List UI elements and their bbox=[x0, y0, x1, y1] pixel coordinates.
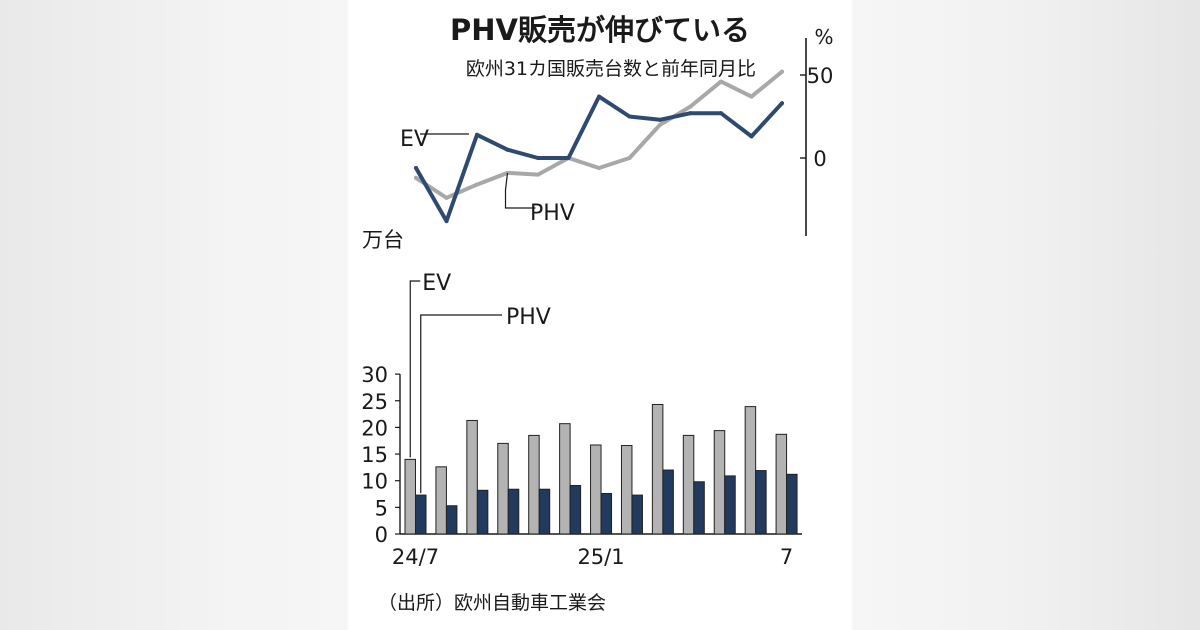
bar-x-tick-label: 25/1 bbox=[577, 545, 624, 569]
bar-ev bbox=[713, 430, 726, 535]
line-point-phv bbox=[536, 156, 540, 160]
line-point-phv bbox=[475, 132, 479, 137]
bar-ev bbox=[497, 442, 509, 535]
bar-phv bbox=[631, 494, 643, 535]
bar-y-unit: 万台 bbox=[362, 228, 404, 252]
line-point-ev bbox=[597, 165, 601, 170]
bar-ev bbox=[744, 406, 757, 535]
line-point-ev bbox=[749, 94, 754, 99]
bar-phv bbox=[755, 470, 767, 535]
bar-ev bbox=[682, 434, 695, 535]
line-point-phv bbox=[414, 165, 418, 170]
bar-phv bbox=[724, 475, 736, 535]
bar-ev bbox=[435, 466, 447, 535]
bar-phv bbox=[507, 488, 520, 535]
bar-ev bbox=[590, 444, 602, 535]
line-point-ev bbox=[475, 182, 479, 187]
bar-phv bbox=[600, 492, 613, 535]
line-point-ev bbox=[444, 195, 449, 200]
source-note: （出所）欧州自動車工業会 bbox=[378, 592, 606, 614]
line-point-phv bbox=[597, 94, 601, 99]
bar-y-tick-label: 25 bbox=[361, 390, 388, 414]
line-point-ev bbox=[536, 172, 540, 177]
bar-ev bbox=[775, 433, 788, 535]
bar-phv bbox=[569, 484, 582, 535]
bar-phv-leader bbox=[420, 314, 502, 494]
bar-ev bbox=[466, 419, 478, 535]
chart-panel: PHV販売が伸びている 欧州31カ国販売台数と前年同月比 % 万台 （出所）欧州… bbox=[348, 0, 852, 630]
line-legend-ev: EV bbox=[400, 127, 429, 152]
line-point-ev bbox=[627, 156, 632, 160]
line-point-ev bbox=[688, 104, 693, 109]
line-point-ev bbox=[658, 122, 662, 127]
line-legend-phv: PHV bbox=[530, 201, 575, 226]
line-point-phv bbox=[719, 111, 723, 116]
line-point-phv bbox=[627, 114, 632, 119]
line-point-ev bbox=[780, 69, 784, 74]
bar-y-tick-label: 0 bbox=[375, 523, 388, 547]
line-y-unit: % bbox=[814, 25, 833, 49]
line-point-phv bbox=[688, 111, 693, 116]
line-series-ev bbox=[414, 69, 784, 200]
bar-y-tick-label: 30 bbox=[361, 363, 388, 387]
bar-x-tick-label: 24/7 bbox=[392, 545, 439, 569]
line-point-phv bbox=[749, 134, 754, 139]
line-point-phv bbox=[658, 117, 662, 122]
bar-ev bbox=[528, 434, 540, 535]
line-point-phv bbox=[505, 147, 510, 152]
chart-subtitle: 欧州31カ国販売台数と前年同月比 bbox=[466, 58, 756, 80]
chart-title: PHV販売が伸びている bbox=[450, 13, 750, 47]
bar-phv bbox=[693, 481, 705, 535]
bar-y-tick-label: 10 bbox=[361, 470, 388, 494]
chart-canvas: PHV販売が伸びている 欧州31カ国販売台数と前年同月比 % 万台 （出所）欧州… bbox=[361, 13, 834, 614]
bar-phv bbox=[476, 489, 489, 535]
line-y-tick-label: 50 bbox=[807, 64, 834, 88]
line-point-ev bbox=[719, 79, 723, 84]
bar-phv bbox=[538, 488, 551, 535]
bar-phv bbox=[786, 473, 798, 535]
line-point-phv bbox=[780, 101, 784, 106]
bar-phv bbox=[415, 494, 427, 535]
bar-phv bbox=[662, 469, 674, 535]
line-point-ev bbox=[414, 175, 418, 180]
bar-legend-phv: PHV bbox=[506, 305, 551, 330]
line-point-phv bbox=[566, 156, 571, 160]
bar-y-tick-label: 20 bbox=[361, 416, 388, 440]
bar-phv bbox=[445, 505, 458, 535]
line-y-tick-label: 0 bbox=[813, 147, 826, 171]
bar-ev bbox=[404, 458, 416, 535]
bar-legend-ev: EV bbox=[422, 271, 451, 296]
bar-ev-leader bbox=[409, 280, 421, 458]
line-point-phv bbox=[444, 219, 449, 224]
bar-y-tick-label: 5 bbox=[375, 496, 388, 520]
bar-ev bbox=[651, 403, 664, 535]
line-phv-leader bbox=[504, 172, 536, 209]
bar-x-tick-label: 7 bbox=[780, 545, 793, 569]
bar-y-tick-label: 15 bbox=[361, 443, 388, 467]
bar-ev bbox=[620, 445, 633, 535]
line-series-phv bbox=[414, 94, 784, 224]
bar-ev bbox=[559, 423, 571, 535]
